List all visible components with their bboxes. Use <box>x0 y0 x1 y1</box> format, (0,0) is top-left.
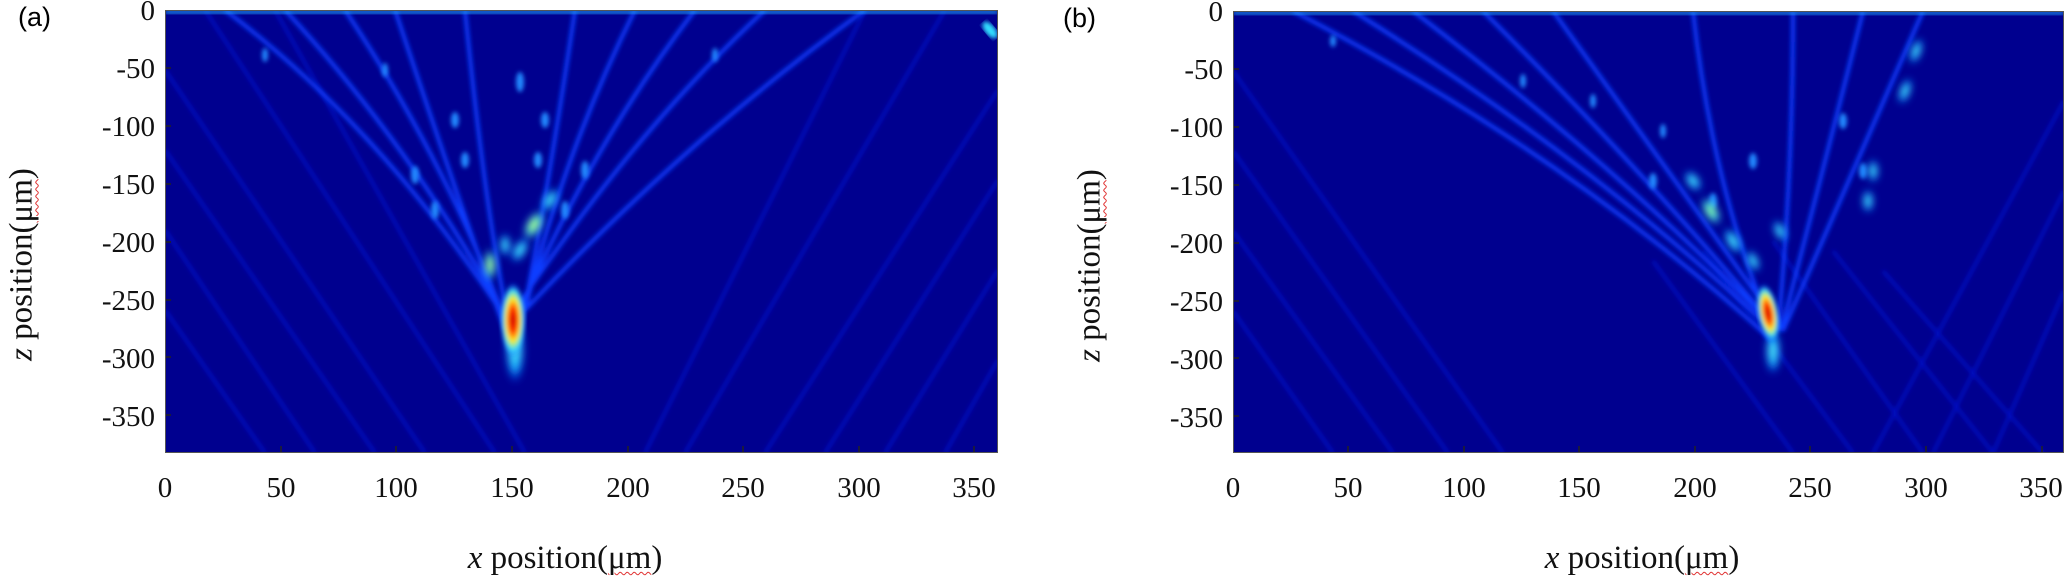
x-tick-label: 150 <box>1557 472 1601 504</box>
x-tick-label: 200 <box>1673 472 1717 504</box>
y-axis-label-b: z position(μm) <box>1072 116 1109 416</box>
x-tick-label: 0 <box>1225 472 1241 504</box>
y-tick-label: -150 <box>101 169 155 201</box>
y-axis-unit: μm <box>3 179 40 223</box>
y-tick-label: -100 <box>1169 112 1223 144</box>
x-axis-label-a: x position(μm) <box>365 540 765 577</box>
y-tick-label: -300 <box>101 343 155 375</box>
panel-label-b: (b) <box>1063 3 1096 33</box>
y-tick-label: -300 <box>1169 344 1223 376</box>
y-tick-label: -200 <box>101 227 155 259</box>
panel-label-a: (a) <box>18 2 51 32</box>
x-axis-unit: μm <box>1684 540 1729 576</box>
x-axis-text: position( <box>1559 540 1685 576</box>
x-tick-label: 200 <box>606 472 650 504</box>
x-axis-label-b: x position(μm) <box>1442 540 1842 577</box>
y-tick-label: 0 <box>1208 0 1224 28</box>
x-axis-unit: μm <box>607 540 652 576</box>
x-tick-label: 100 <box>1442 472 1486 504</box>
x-axis-close: ) <box>1728 540 1740 576</box>
y-axis-close: ) <box>1071 169 1108 181</box>
x-tick-label: 150 <box>490 472 534 504</box>
heatmap-b <box>1233 11 2064 453</box>
x-axis-var: x <box>1544 540 1560 576</box>
x-axis-text: position( <box>482 540 608 576</box>
y-axis-label-a: z position(μm) <box>4 115 41 415</box>
y-tick-label: -250 <box>1169 286 1223 318</box>
x-tick-label: 50 <box>1333 472 1363 504</box>
x-tick-label: 250 <box>1788 472 1832 504</box>
x-tick-label: 0 <box>157 472 173 504</box>
x-tick-label: 300 <box>1904 472 1948 504</box>
y-axis-unit: μm <box>1071 180 1108 224</box>
x-tick-label: 350 <box>2019 472 2063 504</box>
y-axis-var: z <box>3 348 40 361</box>
y-tick-label: -50 <box>1184 54 1223 86</box>
x-tick-label: 350 <box>952 472 996 504</box>
x-tick-label: 300 <box>837 472 881 504</box>
y-tick-label: -250 <box>101 285 155 317</box>
heatmap-a <box>165 10 998 453</box>
y-axis-var: z <box>1071 349 1108 362</box>
x-axis-var: x <box>467 540 483 576</box>
y-axis-text: position( <box>3 222 40 349</box>
y-tick-label: -150 <box>1169 170 1223 202</box>
y-tick-label: -200 <box>1169 228 1223 260</box>
x-tick-label: 250 <box>721 472 765 504</box>
x-tick-label: 50 <box>266 472 296 504</box>
y-tick-label: -350 <box>1169 402 1223 434</box>
x-axis-close: ) <box>651 540 663 576</box>
y-tick-label: -350 <box>101 401 155 433</box>
y-axis-close: ) <box>3 168 40 180</box>
y-tick-label: -100 <box>101 111 155 143</box>
y-axis-text: position( <box>1071 223 1108 350</box>
y-tick-label: -50 <box>116 53 155 85</box>
x-tick-label: 100 <box>374 472 418 504</box>
y-tick-label: 0 <box>140 0 156 27</box>
